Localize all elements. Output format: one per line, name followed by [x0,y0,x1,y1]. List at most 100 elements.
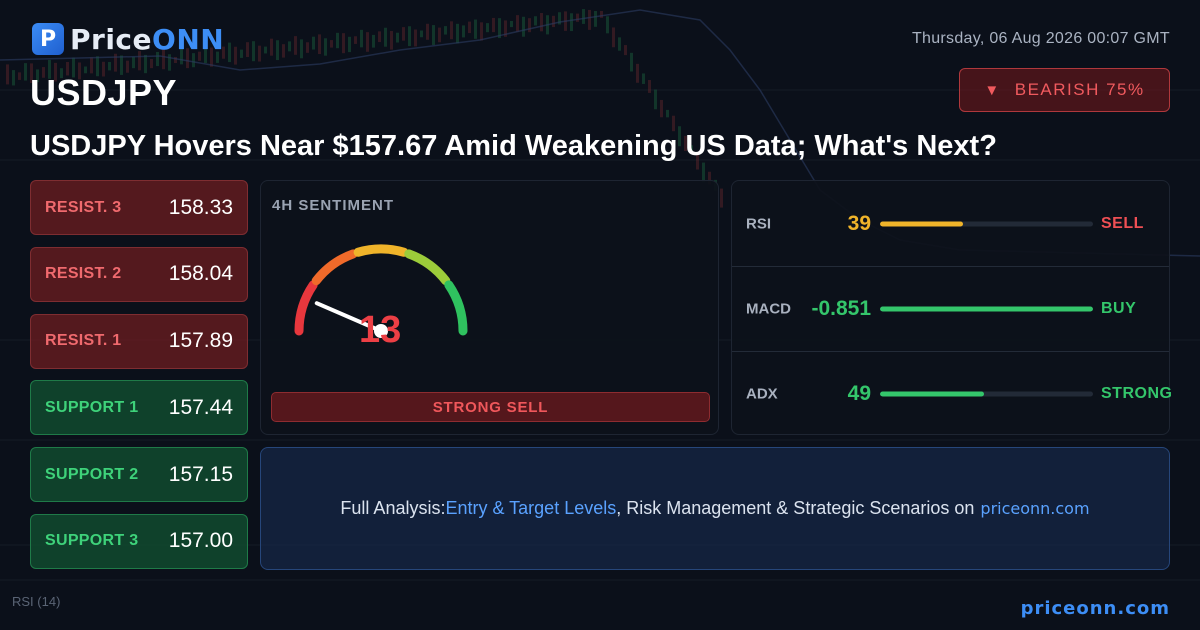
brand-name: PriceONN [70,23,224,56]
background-candle [618,37,621,51]
level-resist-3: RESIST. 3 158.33 [30,180,248,235]
background-candle [564,11,567,31]
level-value: 158.33 [168,195,233,219]
background-candle [540,13,543,32]
level-label: SUPPORT 2 [45,465,139,483]
background-candle [288,41,291,52]
indicator-bar [880,221,1093,226]
background-candle [420,30,423,38]
indicator-row-macd: MACD -0.851 BUY [732,266,1169,351]
indicator-name: MACD [746,300,791,318]
background-candle [354,36,357,44]
background-candle [642,73,645,84]
background-candle [606,16,609,34]
full-analysis-banner[interactable]: Full Analysis: Entry & Target Levels, Ri… [260,447,1170,570]
background-candle [672,115,675,132]
background-candle [246,42,249,57]
background-candle [306,42,309,53]
background-candle [126,60,129,73]
symbol-title: USDJPY [30,72,178,113]
background-candle [294,36,297,55]
background-candle [330,40,333,48]
indicator-name: RSI [746,215,772,232]
level-label: RESIST. 3 [45,198,122,216]
gauge-segment [353,244,409,257]
level-value: 157.00 [168,529,233,553]
indicator-signal: SELL [1101,214,1144,232]
background-candle [384,27,387,47]
level-label: RESIST. 1 [45,332,122,350]
background-candle [654,89,657,110]
background-candle [168,54,171,71]
background-candle [504,20,507,37]
cta-prefix: Full Analysis: [340,498,446,518]
background-candle [390,31,393,50]
background-candle [570,13,573,32]
background-candle [396,32,399,43]
background-candle [588,9,591,30]
background-candle [528,18,531,33]
background-candle [258,45,261,62]
background-candle [552,15,555,28]
brand-logo[interactable]: P PriceONN [32,22,224,56]
gauge-segment [404,249,451,286]
background-candle [462,25,465,38]
sentiment-card: 4H SENTIMENT 13 STRONG SELL [260,180,719,435]
cta-highlight-link[interactable]: Entry & Target Levels [445,498,617,518]
background-candle [510,20,513,28]
gauge-needle [314,301,383,333]
background-candle [282,44,285,58]
gauge-segment [311,249,358,286]
background-candle [300,39,303,59]
background-rsi-label: RSI (14) [12,594,60,609]
level-label: RESIST. 2 [45,265,122,283]
gauge-hub [374,324,388,338]
level-resist-2: RESIST. 2 158.04 [30,246,248,302]
indicator-value: -0.851 [811,297,871,320]
indicator-name: ADX [746,385,778,403]
background-candle [18,72,21,80]
background-candle [648,80,651,93]
background-candle [594,11,597,27]
background-candle [720,188,723,208]
sentiment-title: 4H SENTIMENT [272,197,395,214]
level-value: 157.44 [168,395,233,419]
indicator-bar [880,391,1093,397]
background-candle [444,26,447,35]
down-triangle-icon: ▼ [984,81,1001,99]
headline: USDJPY Hovers Near $157.67 Amid Weakenin… [30,130,997,162]
background-candle [378,31,381,43]
indicator-signal: BUY [1101,300,1137,317]
background-candle [582,9,585,24]
background-candle [372,34,375,48]
background-candle [228,42,231,63]
background-candle [108,62,111,71]
background-candle [474,19,477,39]
background-candle [150,59,153,69]
bias-badge: ▼ BEARISH 75% [959,68,1170,112]
sentiment-label: STRONG SELL [271,392,710,422]
background-candle [264,46,267,54]
background-candle [450,21,453,40]
background-candle [402,27,405,41]
background-candle [522,16,525,37]
cta-site-link[interactable]: priceonn.com [980,499,1090,518]
indicator-row-adx: ADX 49 STRONG [732,351,1172,436]
indicator-row-rsi: RSI 39 SELL [732,181,1169,266]
background-candle [480,22,483,41]
background-candle [174,56,177,64]
sentiment-gauge [294,244,468,338]
level-label: SUPPORT 1 [45,398,139,416]
publish-datetime: Thursday, 06 Aug 2026 00:07 GMT [911,30,1170,47]
indicators-card: RSI 39 SELL MACD -0.851 BUY ADX 49 STRON… [731,180,1172,436]
indicator-value: 49 [847,382,871,405]
brand-name-part2: ONN [152,22,225,56]
level-value: 157.89 [168,329,233,353]
background-candle [324,38,327,56]
footer-site-link[interactable]: priceonn.com [1020,598,1170,619]
indicator-bar-fill [880,306,1093,312]
background-candle [144,54,147,74]
background-candle [498,18,501,39]
background-candle [348,36,351,53]
indicator-bar [880,306,1093,312]
